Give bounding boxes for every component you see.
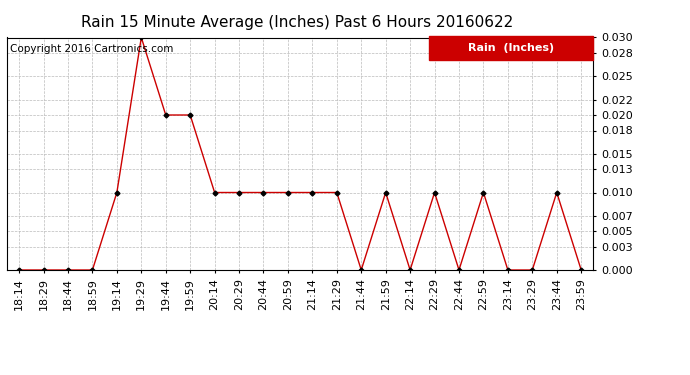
Text: Rain 15 Minute Average (Inches) Past 6 Hours 20160622: Rain 15 Minute Average (Inches) Past 6 H…	[81, 15, 513, 30]
Bar	[429, 36, 593, 60]
Text: Copyright 2016 Cartronics.com: Copyright 2016 Cartronics.com	[10, 45, 173, 54]
Text: Rain  (Inches): Rain (Inches)	[469, 43, 554, 53]
